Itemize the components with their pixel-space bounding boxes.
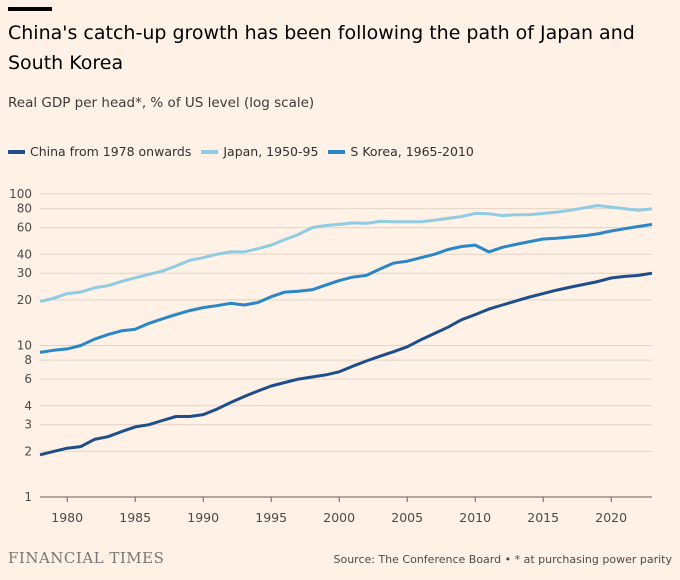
y-tick-label: 10: [17, 339, 32, 353]
y-tick-label: 1: [24, 490, 32, 504]
chart-subtitle: Real GDP per head*, % of US level (log s…: [8, 95, 315, 111]
legend-swatch-korea: [328, 149, 346, 154]
x-tick-label: 1990: [187, 510, 219, 525]
legend: China from 1978 onwards Japan, 1950-95 S…: [8, 144, 484, 159]
source-note: Source: The Conference Board • * at purc…: [333, 553, 672, 566]
ft-top-rule: [8, 7, 52, 11]
y-tick-label: 30: [17, 266, 32, 280]
legend-label-korea: S Korea, 1965-2010: [350, 144, 474, 159]
y-tick-label: 100: [9, 187, 32, 201]
chart-title: China's catch-up growth has been followi…: [8, 22, 635, 74]
x-tick-label: 2015: [527, 510, 559, 525]
legend-swatch-japan: [201, 149, 219, 154]
legend-item-china: China from 1978 onwards: [8, 144, 191, 159]
y-tick-label: 40: [17, 247, 32, 261]
x-tick-label: 1980: [51, 510, 83, 525]
x-tick-label: 1985: [119, 510, 151, 525]
legend-label-china: China from 1978 onwards: [30, 144, 192, 159]
x-tick-label: 2010: [459, 510, 491, 525]
ft-logo: FINANCIAL TIMES: [8, 549, 165, 567]
china-line: [39, 271, 653, 457]
y-tick-label: 2: [24, 444, 32, 458]
y-tick-label: 8: [24, 353, 32, 367]
y-tick-label: 4: [24, 399, 32, 413]
legend-swatch-china: [8, 149, 25, 154]
x-tick-label: 2005: [391, 510, 423, 525]
legend-label-japan: Japan, 1950-95: [223, 144, 319, 159]
x-tick-label: 2000: [323, 510, 355, 525]
y-tick-label: 80: [17, 202, 32, 216]
x-tick-label: 1995: [255, 510, 287, 525]
x-tick-label: 2020: [595, 510, 627, 525]
japan-line: [39, 204, 653, 304]
y-tick-label: 3: [24, 418, 32, 432]
legend-item-japan: Japan, 1950-95: [201, 144, 318, 159]
y-tick-label: 60: [17, 221, 32, 235]
legend-item-korea: S Korea, 1965-2010: [328, 144, 474, 159]
y-tick-label: 20: [17, 293, 32, 307]
y-tick-label: 6: [24, 372, 32, 386]
korea-line: [39, 222, 653, 354]
